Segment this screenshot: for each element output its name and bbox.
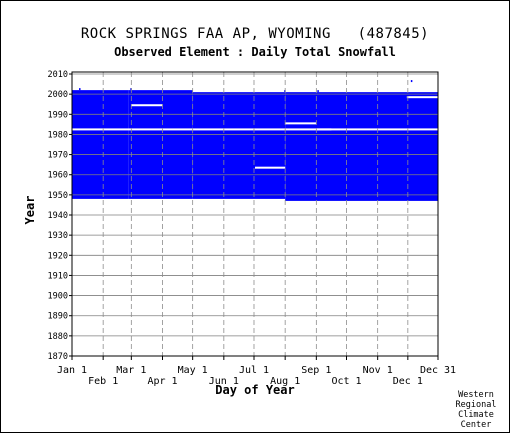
data-block: [285, 92, 438, 201]
plot-border: [71, 71, 439, 357]
missing-period: [316, 128, 332, 131]
grid-layer: [72, 72, 438, 357]
missing-period: [406, 96, 438, 99]
data-block: [128, 90, 193, 199]
missing-period: [72, 128, 438, 131]
y-tick-label: 2010: [48, 70, 68, 80]
y-tick-label: 1970: [48, 151, 68, 161]
data-block: [192, 92, 286, 199]
x-tick-label: Apr 1: [147, 376, 177, 387]
x-tick-label: Nov 1: [363, 365, 393, 376]
data-point: [317, 90, 319, 93]
x-tick-label: Jan 1: [57, 365, 87, 376]
y-tick-label: 1980: [48, 130, 68, 140]
data-point: [410, 80, 413, 83]
y-tick-label: 1950: [48, 191, 68, 201]
missing-period: [255, 166, 286, 169]
credit-line: Western: [458, 390, 494, 400]
y-tick-label: 1960: [48, 171, 68, 181]
y-tick-label: 1910: [48, 271, 68, 281]
x-tick-label: May 1: [178, 365, 208, 376]
x-tick-label: Dec 1: [393, 376, 423, 387]
missing-period: [131, 104, 163, 107]
y-tick-label: 1890: [48, 312, 68, 322]
y-tick-label: 1880: [48, 332, 68, 342]
data-layer: [72, 80, 438, 201]
y-tick-label: 1930: [48, 231, 68, 241]
x-tick-label: Sep 1: [301, 365, 331, 376]
y-axis-label: Year: [23, 196, 37, 225]
y-axis: 1870 1880 1890 1900 1910 1920 1930 1940 1950 1960…: [48, 70, 72, 362]
data-point: [79, 88, 81, 91]
data-block: [72, 90, 129, 199]
x-tick-label: Feb 1: [88, 376, 118, 387]
y-tick-label: 1870: [48, 352, 68, 362]
wrcc-credit: Western Regional Climate Center: [449, 390, 503, 430]
y-tick-label: 1920: [48, 251, 68, 261]
y-tick-label: 1900: [48, 292, 68, 302]
y-tick-label: 1990: [48, 110, 68, 120]
missing-period: [285, 122, 317, 125]
y-tick-label: 2000: [48, 90, 68, 100]
x-tick-label: Mar 1: [116, 365, 146, 376]
credit-line: Climate: [458, 410, 494, 420]
y-tick-label: 1940: [48, 211, 68, 221]
x-tick-label: Jul 1: [239, 365, 269, 376]
credit-line: Center: [460, 420, 492, 430]
x-tick-label: Dec 31: [420, 365, 456, 376]
x-tick-label: Oct 1: [331, 376, 361, 387]
x-tick-label: Jun 1: [209, 376, 239, 387]
x-axis: Jan 1 Mar 1 May 1 Jul 1 Sep 1 Nov 1 Dec 31 Feb …: [57, 356, 456, 387]
chart-subtitle: Observed Element : Daily Total Snowfall: [114, 45, 396, 59]
x-tick-label: Aug 1: [270, 376, 300, 387]
x-axis-label: Day of Year: [215, 383, 294, 397]
chart-title: ROCK SPRINGS FAA AP, WYOMING (487845): [80, 26, 430, 42]
credit-line: Regional: [455, 400, 497, 410]
